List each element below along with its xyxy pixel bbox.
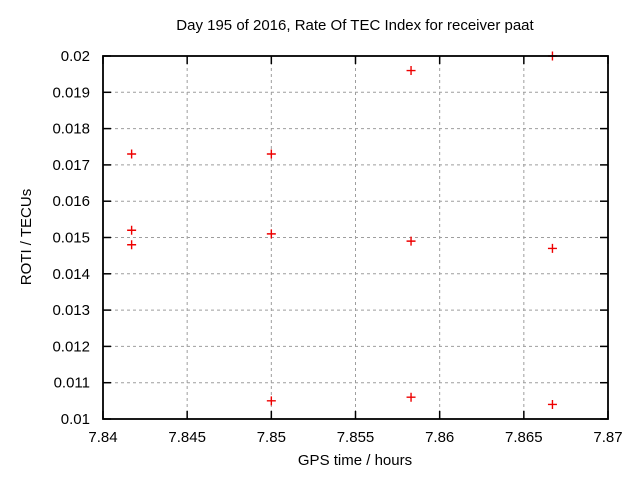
y-tick-label: 0.012 <box>52 338 90 355</box>
chart-title: Day 195 of 2016, Rate Of TEC Index for r… <box>176 17 534 34</box>
y-tick-label: 0.018 <box>52 121 90 138</box>
x-tick-label: 7.855 <box>337 429 375 446</box>
data-point-marker <box>266 229 276 239</box>
x-tick-label: 7.845 <box>168 429 206 446</box>
data-point-marker <box>406 66 416 76</box>
gridlines <box>103 56 608 419</box>
data-point-marker <box>547 243 557 253</box>
data-point-marker <box>547 399 557 409</box>
y-tick-label: 0.019 <box>52 84 90 101</box>
data-point-marker <box>266 149 276 159</box>
y-tick-label: 0.016 <box>52 193 90 210</box>
y-tick-label: 0.01 <box>61 411 90 428</box>
x-tick-label: 7.865 <box>505 429 543 446</box>
x-axis-label: GPS time / hours <box>298 452 412 469</box>
data-point-marker <box>406 392 416 402</box>
data-point-marker <box>266 396 276 406</box>
tick-labels: 7.84 7.845 7.85 7.855 7.86 7.865 7.87 0.01 0.011… <box>52 48 622 446</box>
x-tick-label: 7.86 <box>425 429 454 446</box>
data-point-marker <box>127 225 137 235</box>
y-tick-label: 0.014 <box>52 266 90 283</box>
x-tick-label: 7.84 <box>88 429 117 446</box>
x-tick-label: 7.87 <box>593 429 622 446</box>
y-tick-label: 0.013 <box>52 302 90 319</box>
data-point-marker <box>127 240 137 250</box>
y-tick-label: 0.015 <box>52 230 90 247</box>
data-point-marker <box>127 149 137 159</box>
y-tick-label: 0.017 <box>52 157 90 174</box>
data-points <box>127 51 557 409</box>
y-tick-label: 0.011 <box>54 375 90 392</box>
data-point-marker <box>406 236 416 246</box>
x-tick-label: 7.85 <box>257 429 286 446</box>
y-tick-label: 0.02 <box>61 48 90 65</box>
plot-frame <box>102 55 609 420</box>
y-axis-label: ROTI / TECUs <box>18 189 35 285</box>
